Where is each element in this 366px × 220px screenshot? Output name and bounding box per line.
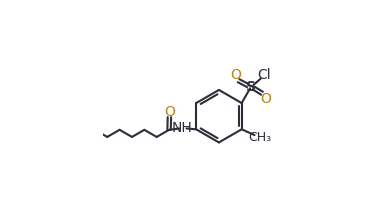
Text: O: O (260, 92, 271, 106)
Text: O: O (230, 68, 241, 82)
Text: NH: NH (172, 121, 193, 136)
Text: S: S (246, 80, 256, 94)
Text: Cl: Cl (257, 68, 271, 82)
Text: CH₃: CH₃ (248, 131, 271, 144)
Text: O: O (164, 105, 175, 119)
